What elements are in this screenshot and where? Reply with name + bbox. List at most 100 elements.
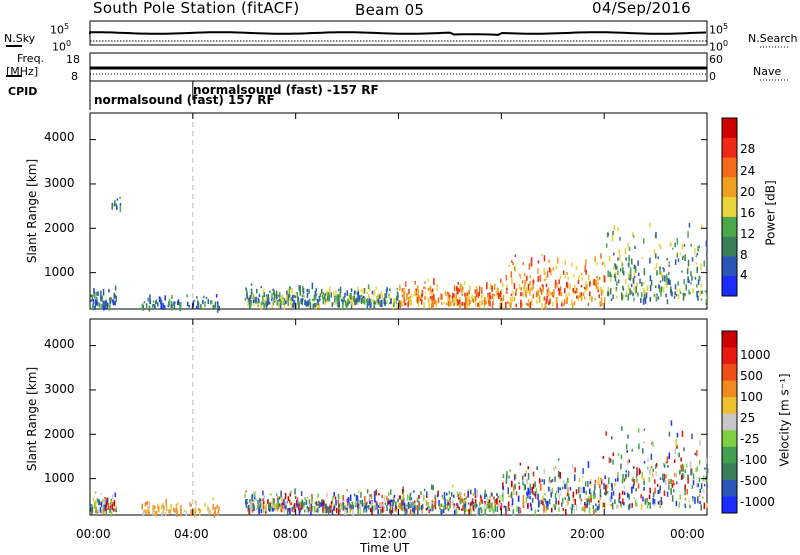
- echo-cell: [254, 491, 257, 495]
- echo-cell: [503, 505, 505, 508]
- echo-cell: [655, 471, 657, 476]
- echo-cell: [95, 299, 97, 306]
- echo-cell: [652, 498, 654, 505]
- echo-cell: [311, 498, 313, 502]
- echo-cell: [444, 498, 446, 504]
- echo-cell: [660, 497, 663, 502]
- echo-cell: [699, 500, 701, 504]
- echo-cell: [633, 286, 635, 291]
- echo-cell: [542, 284, 544, 291]
- echo-cell: [568, 292, 570, 296]
- echo-cell: [357, 286, 359, 291]
- echo-cell: [598, 276, 601, 280]
- echo-cell: [589, 488, 591, 495]
- echo-cell: [525, 470, 528, 474]
- echo-cell: [686, 267, 689, 275]
- echo-cell: [514, 254, 517, 257]
- echo-cell: [145, 303, 148, 308]
- echo-cell: [390, 507, 392, 515]
- echo-cell: [292, 504, 295, 510]
- echo-cell: [640, 298, 642, 303]
- echo-cell: [663, 462, 665, 467]
- echo-cell: [698, 477, 701, 483]
- echo-cell: [588, 274, 590, 281]
- echo-cell: [218, 305, 220, 311]
- echo-cell: [525, 496, 528, 504]
- echo-cell: [389, 499, 392, 507]
- echo-cell: [324, 508, 326, 514]
- echo-cell: [567, 487, 569, 493]
- echo-cell: [437, 297, 440, 304]
- echo-cell: [322, 499, 325, 506]
- echo-cell: [680, 465, 683, 472]
- echo-cell: [559, 493, 562, 496]
- echo-cell: [177, 299, 180, 306]
- echo-cell: [509, 297, 512, 301]
- echo-cell: [337, 294, 339, 299]
- echo-cell: [632, 484, 635, 489]
- echo-cell: [519, 273, 522, 278]
- echo-cell: [637, 292, 639, 297]
- echo-cell: [324, 294, 326, 297]
- echo-cell: [463, 501, 465, 508]
- echo-cell: [278, 503, 281, 507]
- echo-cell: [569, 283, 571, 290]
- echo-cell: [353, 290, 356, 295]
- echo-cell: [431, 503, 433, 509]
- echo-cell: [646, 504, 649, 509]
- echo-cell: [659, 268, 661, 275]
- echo-cell: [190, 503, 192, 507]
- echo-cell: [347, 500, 349, 505]
- echo-cell: [275, 290, 278, 296]
- echo-cell: [373, 491, 376, 497]
- echo-cell: [580, 498, 583, 502]
- echo-cell: [212, 503, 214, 510]
- echo-cell: [469, 285, 471, 291]
- echo-cell: [315, 302, 317, 306]
- echo-cell: [617, 257, 619, 261]
- colorbar-swatch-velocity: [722, 496, 737, 514]
- echo-cell: [283, 508, 285, 514]
- echo-cell: [635, 286, 637, 293]
- echo-cell: [618, 249, 620, 255]
- echo-cell: [280, 490, 282, 498]
- echo-cell: [590, 492, 593, 500]
- echo-cell: [141, 503, 143, 510]
- echo-cell: [250, 283, 253, 286]
- echo-cell: [616, 296, 618, 299]
- echo-cell: [383, 506, 385, 512]
- echo-cell: [367, 284, 370, 289]
- echo-cell: [381, 294, 383, 301]
- echo-cell: [551, 487, 554, 494]
- echo-cell: [675, 438, 678, 445]
- echo-cell: [668, 272, 670, 275]
- echo-cell: [480, 508, 483, 514]
- echo-cell: [674, 284, 677, 290]
- xtick-0000-end: 00:00: [670, 527, 705, 541]
- echo-cell: [516, 505, 518, 512]
- echo-cell: [274, 295, 277, 301]
- echo-cell: [502, 474, 505, 479]
- echo-cell: [335, 290, 337, 297]
- echo-cell: [199, 508, 201, 516]
- echo-cell: [431, 296, 434, 299]
- echo-cell: [310, 509, 312, 516]
- echo-cell: [399, 284, 401, 291]
- echo-cell: [260, 286, 263, 289]
- echo-cell: [324, 298, 327, 302]
- echo-cell: [696, 252, 699, 256]
- echo-cell: [467, 502, 470, 505]
- echo-cell: [633, 496, 635, 500]
- echo-cell: [297, 296, 300, 303]
- power-cbar-tick-8: 8: [740, 248, 748, 262]
- echo-cell: [650, 279, 653, 286]
- echo-cell: [344, 508, 346, 515]
- echo-cell: [170, 304, 173, 308]
- echo-cell: [527, 487, 529, 495]
- echo-cell: [293, 509, 295, 514]
- echo-cell: [396, 291, 399, 297]
- echo-cell: [495, 499, 497, 503]
- echo-cell: [594, 297, 597, 301]
- echo-cell: [667, 277, 669, 285]
